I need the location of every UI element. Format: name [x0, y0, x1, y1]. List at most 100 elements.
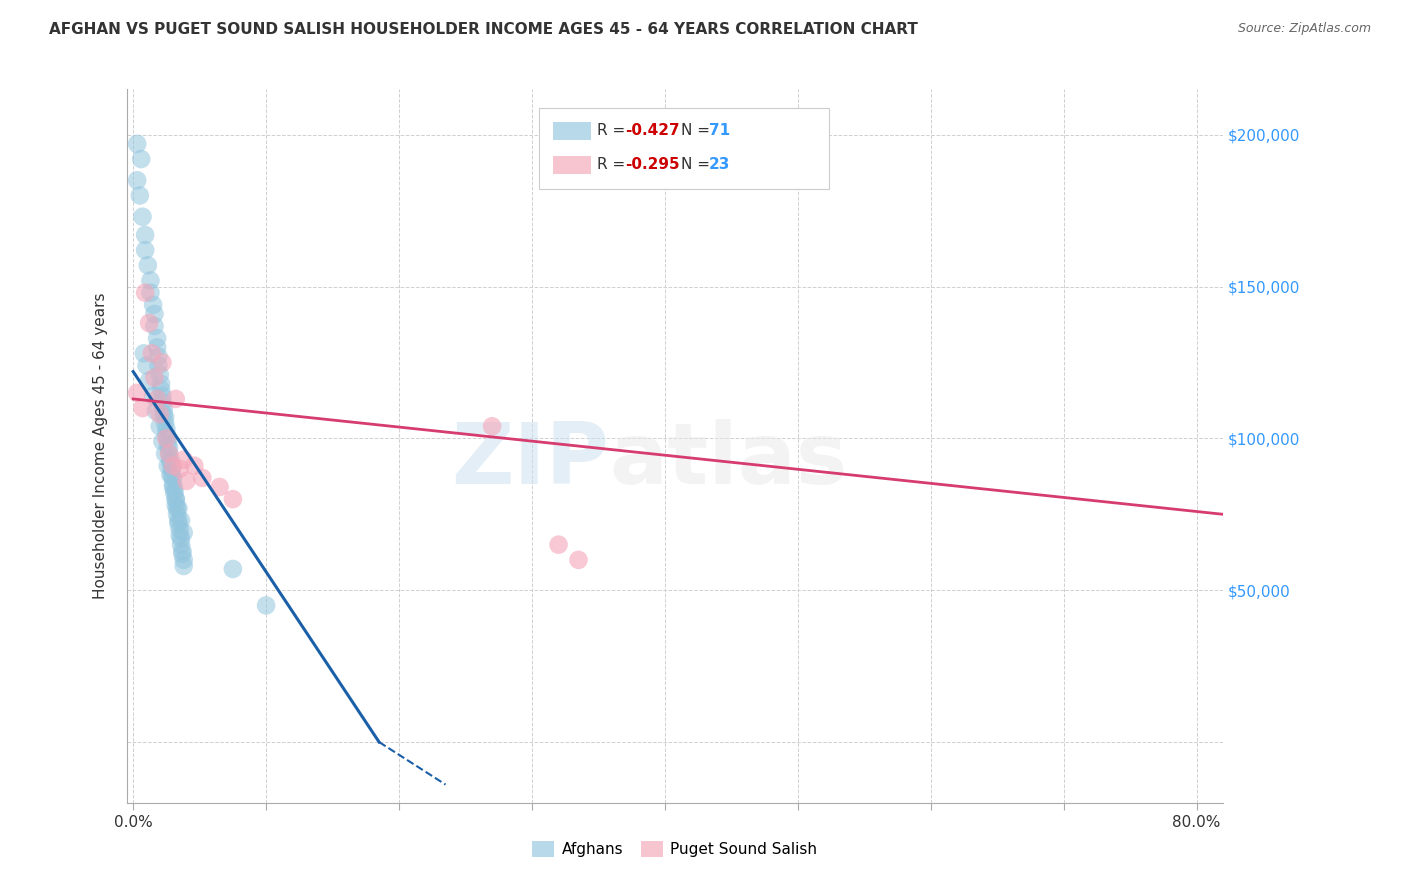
Y-axis label: Householder Income Ages 45 - 64 years: Householder Income Ages 45 - 64 years: [93, 293, 108, 599]
Point: [150, 376, 173, 391]
Point: [128, 188, 150, 202]
Text: -0.427: -0.427: [624, 123, 679, 138]
Point: [134, 243, 156, 257]
Text: 71: 71: [709, 123, 730, 138]
Point: [176, 474, 198, 488]
Point: [159, 467, 181, 482]
Point: [170, 532, 193, 546]
Point: [191, 471, 214, 485]
Point: [167, 513, 190, 527]
Text: N =: N =: [681, 123, 714, 138]
Point: [153, 410, 176, 425]
Point: [132, 346, 155, 360]
Point: [165, 492, 187, 507]
Point: [153, 416, 176, 430]
Text: N =: N =: [681, 157, 714, 172]
Point: [152, 434, 174, 449]
Point: [127, 136, 149, 151]
Point: [160, 467, 183, 482]
Point: [162, 471, 184, 485]
Point: [134, 227, 156, 242]
Point: [222, 562, 245, 576]
Point: [145, 404, 167, 418]
Point: [134, 285, 156, 300]
Point: [222, 492, 245, 507]
Point: [127, 385, 149, 400]
Text: -0.295: -0.295: [624, 157, 679, 172]
Point: [143, 319, 166, 334]
Point: [160, 462, 183, 476]
Point: [155, 428, 177, 442]
Point: [162, 458, 184, 473]
Point: [155, 422, 177, 436]
Point: [173, 553, 195, 567]
Point: [143, 307, 166, 321]
Point: [167, 516, 190, 531]
Point: [127, 173, 149, 187]
Point: [157, 441, 180, 455]
Point: [170, 513, 193, 527]
Point: [254, 599, 277, 613]
Point: [138, 316, 160, 330]
Point: [173, 558, 195, 573]
Point: [152, 389, 174, 403]
Text: 23: 23: [709, 157, 731, 172]
Point: [148, 359, 170, 373]
Point: [152, 407, 174, 421]
Point: [139, 285, 162, 300]
Point: [157, 447, 180, 461]
Point: [150, 383, 173, 397]
Point: [547, 538, 569, 552]
Point: [146, 340, 169, 354]
Text: AFGHAN VS PUGET SOUND SALISH HOUSEHOLDER INCOME AGES 45 - 64 YEARS CORRELATION C: AFGHAN VS PUGET SOUND SALISH HOUSEHOLDER…: [49, 22, 918, 37]
Point: [169, 528, 191, 542]
Point: [131, 401, 153, 415]
Point: [143, 370, 166, 384]
Point: [155, 431, 177, 445]
Point: [153, 447, 176, 461]
Point: [136, 258, 159, 272]
Point: [156, 431, 179, 445]
Point: [142, 298, 165, 312]
Point: [166, 501, 188, 516]
Point: [156, 458, 179, 473]
Point: [142, 389, 165, 403]
Point: [141, 346, 163, 360]
Point: [156, 437, 179, 451]
Point: [481, 419, 503, 434]
Point: [152, 401, 174, 415]
Point: [149, 419, 172, 434]
Text: R =: R =: [596, 123, 630, 138]
Point: [159, 452, 181, 467]
Point: [165, 392, 187, 406]
Text: atlas: atlas: [609, 418, 848, 502]
Point: [167, 501, 190, 516]
Point: [169, 523, 191, 537]
Point: [163, 486, 186, 500]
Point: [149, 368, 172, 382]
Point: [138, 374, 160, 388]
Point: [173, 452, 195, 467]
Point: [139, 273, 162, 287]
Point: [208, 480, 231, 494]
Point: [172, 543, 194, 558]
Point: [148, 350, 170, 364]
Point: [146, 331, 169, 345]
Point: [172, 547, 194, 561]
Point: [149, 407, 172, 421]
Point: [183, 458, 205, 473]
Point: [146, 392, 169, 406]
Point: [170, 538, 193, 552]
Text: ZIP: ZIP: [451, 418, 609, 502]
Point: [163, 483, 186, 497]
Point: [162, 477, 184, 491]
Point: [157, 447, 180, 461]
Point: [135, 359, 157, 373]
Point: [165, 492, 187, 507]
Point: [165, 498, 187, 512]
Point: [169, 462, 191, 476]
Point: [152, 395, 174, 409]
Point: [131, 210, 153, 224]
Point: [152, 355, 174, 369]
Point: [166, 508, 188, 522]
